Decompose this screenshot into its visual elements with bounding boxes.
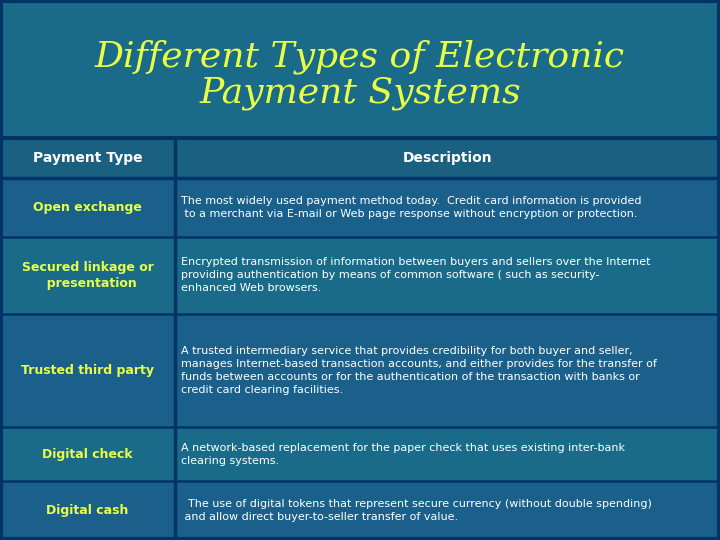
Text: Payment Type: Payment Type (32, 151, 143, 165)
Text: enhanced Web browsers.: enhanced Web browsers. (181, 284, 321, 293)
Bar (0, 138, 720, 178)
Bar (0, 178, 720, 237)
Text: Description: Description (402, 151, 492, 165)
Text: manages Internet-based transaction accounts, and either provides for the transfe: manages Internet-based transaction accou… (181, 359, 657, 369)
Text: Trusted third party: Trusted third party (21, 364, 154, 377)
Text: A network-based replacement for the paper check that uses existing inter-bank: A network-based replacement for the pape… (181, 442, 625, 453)
Text: Open exchange: Open exchange (33, 201, 142, 214)
Text: credit card clearing facilities.: credit card clearing facilities. (181, 385, 343, 395)
Bar (0, 314, 720, 427)
Text: and allow direct buyer-to-seller transfer of value.: and allow direct buyer-to-seller transfe… (181, 512, 458, 522)
Text: Payment Systems: Payment Systems (199, 76, 521, 110)
Text: Digital check: Digital check (42, 448, 132, 461)
Text: providing authentication by means of common software ( such as security-: providing authentication by means of com… (181, 271, 600, 280)
Bar (0, 237, 720, 314)
Bar (0, 481, 720, 540)
Bar (0, 427, 720, 481)
Text: A trusted intermediary service that provides credibility for both buyer and sell: A trusted intermediary service that prov… (181, 346, 633, 356)
Text: The use of digital tokens that represent secure currency (without double spendin: The use of digital tokens that represent… (181, 499, 652, 509)
Text: to a merchant via E-mail or Web page response without encryption or protection.: to a merchant via E-mail or Web page res… (181, 209, 637, 219)
Text: clearing systems.: clearing systems. (181, 456, 279, 465)
Text: Encrypted transmission of information between buyers and sellers over the Intern: Encrypted transmission of information be… (181, 257, 650, 267)
Text: funds between accounts or for the authentication of the transaction with banks o: funds between accounts or for the authen… (181, 372, 640, 382)
Text: Digital cash: Digital cash (46, 504, 129, 517)
Text: The most widely used payment method today.  Credit card information is provided: The most widely used payment method toda… (181, 196, 642, 206)
Text: Different Types of Electronic: Different Types of Electronic (95, 40, 625, 74)
Text: Secured linkage or
  presentation: Secured linkage or presentation (22, 261, 153, 290)
